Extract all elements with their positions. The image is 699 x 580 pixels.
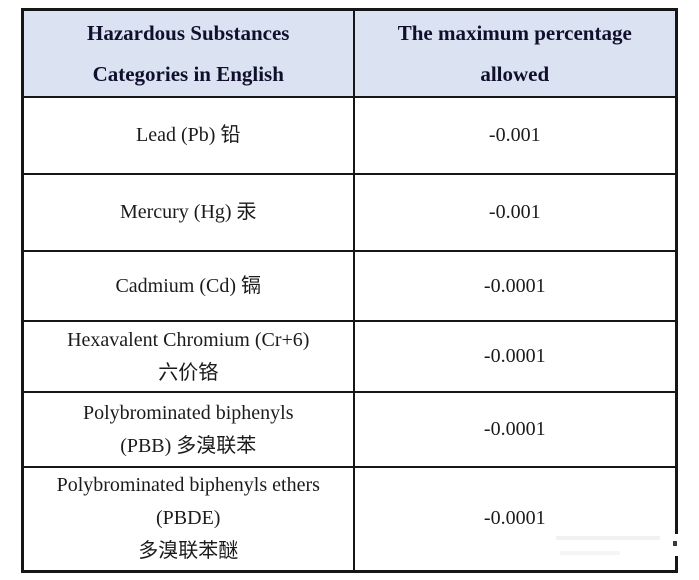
header-substance-category: Hazardous Substances Categories in Engli… (21, 8, 355, 98)
substance-text-line-2: 六价铬 (158, 361, 219, 384)
header-max-percentage-line-2: allowed (480, 61, 550, 86)
cell-value: -0.0001 (352, 466, 678, 572)
header-substance-line-2: Categories in English (92, 61, 284, 86)
header-substance-line-1: Hazardous Substances (87, 20, 290, 45)
substance-text: Cadmium (Cd) 镉 (115, 274, 262, 297)
table-row-lead: Lead (Pb) 铅 -0.001 (21, 96, 678, 175)
hazardous-substances-table: Hazardous Substances Categories in Engli… (21, 8, 678, 573)
table-header: Hazardous Substances Categories in Engli… (21, 8, 678, 98)
table-row-pbb: Polybrominated biphenyls (PBB) 多溴联苯 -0.0… (21, 391, 678, 468)
cell-substance: Mercury (Hg) 汞 (21, 173, 355, 252)
substance-text: Mercury (Hg) 汞 (119, 201, 257, 223)
table-body: Lead (Pb) 铅 -0.001 Mercury (Hg) 汞 -0.001… (21, 96, 678, 572)
cell-substance: Lead (Pb) 铅 (21, 96, 355, 175)
substance-text-line-1: Polybrominated biphenyls ethers (56, 474, 320, 497)
cell-substance: Polybrominated biphenyls ethers (PBDE) 多… (21, 466, 355, 572)
erased-watermark-smudge (560, 551, 620, 555)
table-row-cadmium: Cadmium (Cd) 镉 -0.0001 (21, 250, 678, 322)
cell-value: -0.0001 (352, 250, 678, 322)
header-row: Hazardous Substances Categories in Engli… (21, 8, 678, 98)
substance-text-line-2: (PBB) 多溴联苯 (120, 434, 257, 457)
substance-text-line-3: 多溴联苯醚 (138, 540, 239, 563)
substance-text-line-1: Polybrominated biphenyls (82, 401, 294, 424)
substance-text: Lead (Pb) 铅 (136, 124, 241, 146)
table-row-pbde: Polybrominated biphenyls ethers (PBDE) 多… (21, 466, 678, 572)
cell-value: -0.0001 (352, 391, 678, 468)
cell-value: -0.001 (352, 173, 678, 252)
table-row-mercury: Mercury (Hg) 汞 -0.001 (21, 173, 678, 252)
substance-text-line-2: (PBDE) (156, 507, 221, 530)
cell-substance: Cadmium (Cd) 镉 (21, 250, 355, 322)
cell-value: -0.0001 (352, 320, 678, 393)
cell-substance: Polybrominated biphenyls (PBB) 多溴联苯 (21, 391, 355, 468)
header-max-percentage: The maximum percentage allowed (352, 8, 678, 98)
border-dot-artifact (673, 541, 677, 546)
cell-value: -0.001 (352, 96, 678, 175)
header-max-percentage-line-1: The maximum percentage (397, 20, 632, 45)
table-row-hexavalent-chromium: Hexavalent Chromium (Cr+6) 六价铬 -0.0001 (21, 320, 678, 393)
substance-text-line-1: Hexavalent Chromium (Cr+6) (67, 328, 310, 351)
cell-substance: Hexavalent Chromium (Cr+6) 六价铬 (21, 320, 355, 393)
erased-watermark-smudge (556, 536, 660, 540)
